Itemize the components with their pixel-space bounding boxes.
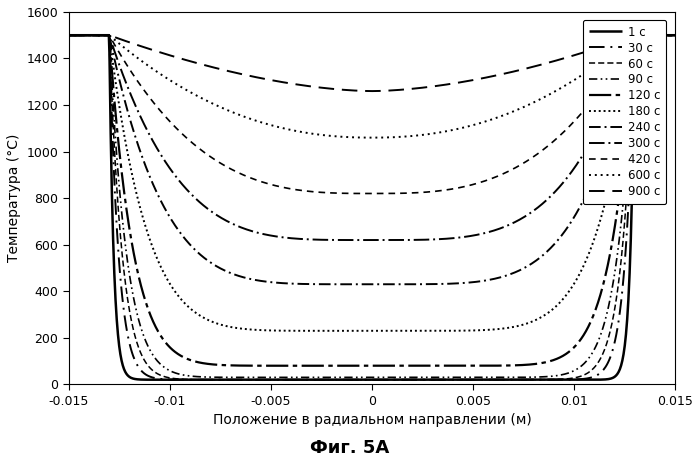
Y-axis label: Температура (°С): Температура (°С) bbox=[7, 134, 21, 262]
Text: Фиг. 5А: Фиг. 5А bbox=[310, 439, 390, 457]
X-axis label: Положение в радиальном направлении (м): Положение в радиальном направлении (м) bbox=[213, 413, 531, 427]
Legend: 1 с, 30 с, 60 с, 90 с, 120 с, 180 с, 240 с, 300 с, 420 с, 600 с, 900 с: 1 с, 30 с, 60 с, 90 с, 120 с, 180 с, 240… bbox=[583, 20, 666, 204]
